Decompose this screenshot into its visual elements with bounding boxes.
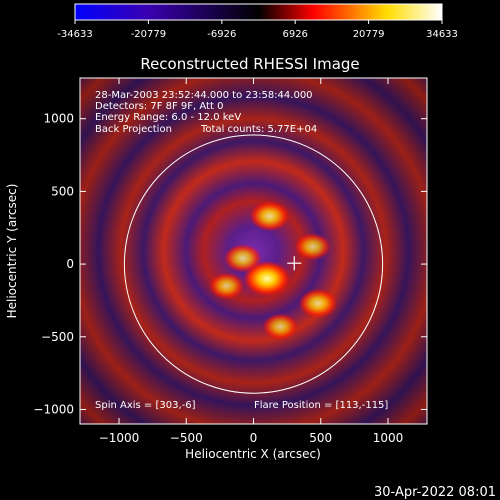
flare-position-text: Flare Position = [113,-115] — [254, 400, 388, 411]
energy-range-text: Energy Range: 6.0 - 12.0 keV — [95, 112, 241, 123]
colorbar: -34633 -20779 -6926 6926 20779 34633 — [57, 3, 458, 40]
colorbar-gradient — [74, 3, 443, 21]
chart-title: Reconstructed RHESSI Image — [140, 55, 359, 73]
x-axis-label: Heliocentric X (arcsec) — [185, 447, 321, 461]
x-tick-label: 500 — [309, 431, 332, 445]
hot-spot — [208, 272, 245, 300]
y-tick-label: 0 — [66, 257, 74, 271]
colorbar-tick-label: 6926 — [282, 29, 307, 40]
y-tick-label: 1000 — [43, 112, 74, 126]
solar-limb-circle — [123, 134, 384, 394]
hot-spot — [298, 288, 338, 319]
hot-spot — [249, 200, 290, 232]
heatmap-image — [80, 78, 427, 424]
x-tick-label: −1000 — [99, 431, 140, 445]
colorbar-tick-label: -34633 — [57, 29, 92, 40]
y-axis: −1000 −500 0 500 1000 — [33, 112, 427, 416]
y-tick-label: −500 — [41, 330, 74, 344]
colorbar-tick-label: 34633 — [426, 29, 458, 40]
colorbar-tick-label: -20779 — [131, 29, 166, 40]
annotation-block: 28-Mar-2003 23:52:44.000 to 23:58:44.000… — [95, 90, 388, 411]
time-range-text: 28-Mar-2003 23:52:44.000 to 23:58:44.000 — [95, 90, 313, 101]
spin-axis-text: Spin Axis = [303,-6] — [95, 400, 196, 411]
hot-spots — [208, 200, 338, 341]
flare-crosshair-marker — [287, 256, 302, 271]
x-tick-label: 1000 — [373, 431, 404, 445]
hot-spot — [262, 313, 299, 341]
colorbar-ticks: -34633 -20779 -6926 6926 20779 34633 — [57, 20, 458, 40]
hot-spot — [242, 260, 291, 297]
total-counts-text: Total counts: 5.77E+04 — [200, 124, 317, 135]
y-tick-label: −1000 — [33, 402, 74, 416]
footer-timestamp: 30-Apr-2022 08:01 — [374, 485, 496, 500]
y-tick-label: 500 — [51, 184, 74, 198]
detectors-text: Detectors: 7F 8F 9F, Att 0 — [95, 101, 223, 112]
hot-spot — [223, 243, 262, 273]
method-text: Back Projection — [95, 124, 172, 135]
hot-spot — [294, 232, 332, 261]
x-tick-label: 0 — [250, 431, 258, 445]
y-axis-label: Heliocentric Y (arcsec) — [5, 184, 19, 319]
colorbar-tick-label: -6926 — [207, 29, 236, 40]
colorbar-tick-label: 20779 — [353, 29, 385, 40]
x-tick-label: −500 — [170, 431, 203, 445]
x-axis: −1000 −500 0 500 1000 — [99, 78, 404, 445]
